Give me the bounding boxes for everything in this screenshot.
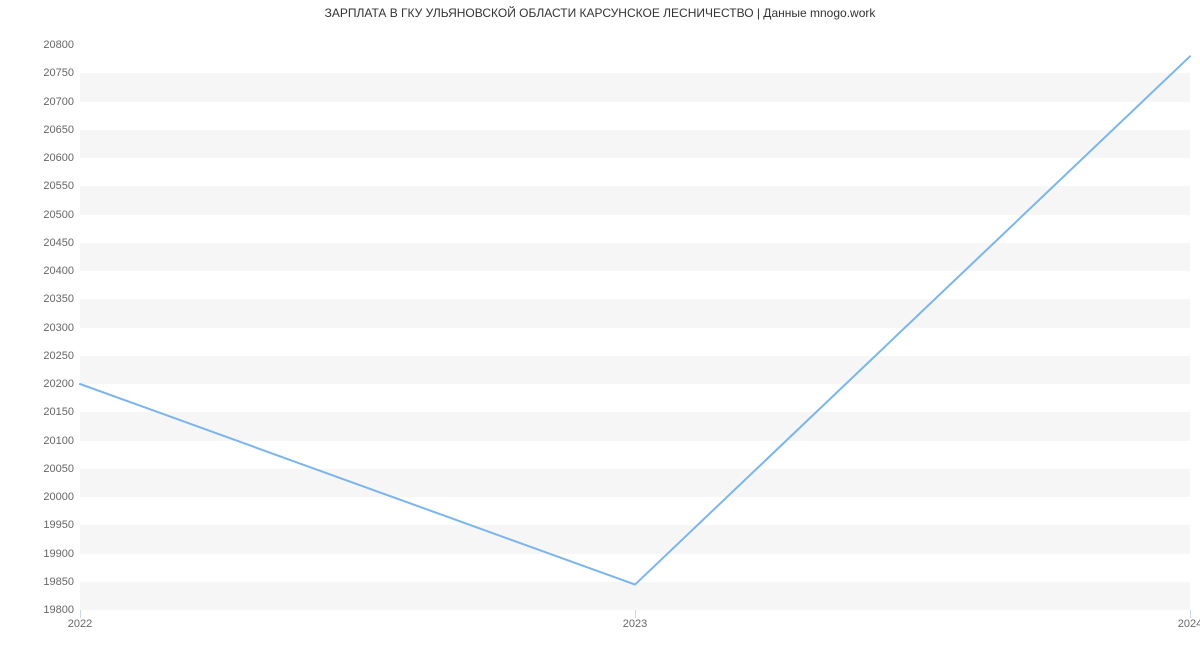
y-tick-label: 20600 (43, 152, 74, 164)
line-series (80, 45, 1190, 610)
y-tick-label: 20050 (43, 463, 74, 475)
plot-area: 1980019850199001995020000200502010020150… (80, 45, 1190, 610)
y-tick-label: 20350 (43, 293, 74, 305)
chart-title: ЗАРПЛАТА В ГКУ УЛЬЯНОВСКОЙ ОБЛАСТИ КАРСУ… (0, 6, 1200, 20)
y-tick-label: 20700 (43, 96, 74, 108)
y-tick-label: 20300 (43, 322, 74, 334)
y-tick-label: 20750 (43, 67, 74, 79)
salary-line-chart: ЗАРПЛАТА В ГКУ УЛЬЯНОВСКОЙ ОБЛАСТИ КАРСУ… (0, 0, 1200, 650)
y-tick-label: 19850 (43, 576, 74, 588)
y-tick-label: 20250 (43, 350, 74, 362)
y-tick-label: 20650 (43, 124, 74, 136)
x-tick-label: 2023 (623, 618, 647, 630)
y-tick-label: 20100 (43, 435, 74, 447)
y-tick-label: 19900 (43, 548, 74, 560)
y-tick-label: 20450 (43, 237, 74, 249)
y-tick-label: 20500 (43, 209, 74, 221)
x-tick-mark (80, 610, 81, 618)
y-tick-label: 20800 (43, 39, 74, 51)
y-tick-label: 20550 (43, 180, 74, 192)
y-tick-label: 20000 (43, 491, 74, 503)
x-tick-label: 2024 (1178, 618, 1200, 630)
y-tick-label: 20150 (43, 406, 74, 418)
x-tick-mark (1190, 610, 1191, 618)
x-tick-mark (635, 610, 636, 618)
y-tick-label: 19950 (43, 519, 74, 531)
y-tick-label: 20400 (43, 265, 74, 277)
y-tick-label: 20200 (43, 378, 74, 390)
x-tick-label: 2022 (68, 618, 92, 630)
y-tick-label: 19800 (43, 604, 74, 616)
